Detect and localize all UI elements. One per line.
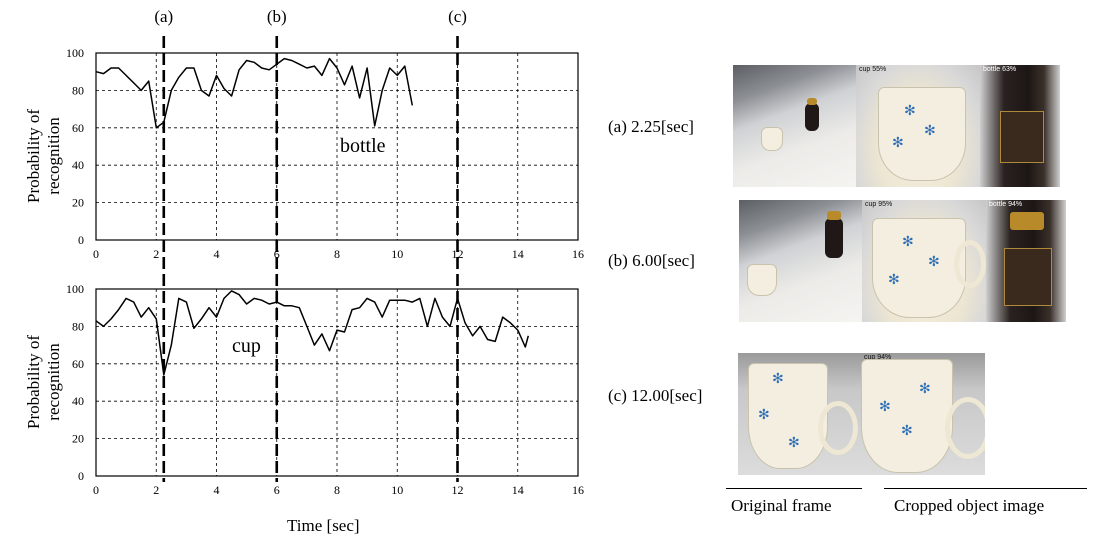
x-tick-label: 2 bbox=[153, 483, 159, 497]
x-tick-label: 0 bbox=[93, 247, 99, 261]
cropped-cup-c: cup 94% ✻ ✻ ✻ bbox=[861, 353, 985, 475]
x-tick-label: 8 bbox=[334, 247, 340, 261]
original-frame-c: ✻ ✻ ✻ bbox=[738, 353, 861, 475]
x-axis-label: Time [sec] bbox=[287, 516, 360, 535]
y-tick-label: 40 bbox=[72, 394, 84, 408]
top-chart-ylabel: Probability of recognition bbox=[24, 109, 63, 203]
original-frame-a bbox=[733, 65, 856, 187]
y-tick-label: 60 bbox=[72, 357, 84, 371]
y-tick-label: 20 bbox=[72, 432, 84, 446]
detection-tag: bottle 94% bbox=[989, 201, 1023, 208]
time-marker-label: (b) bbox=[267, 7, 287, 26]
row-label-a: (a) 2.25[sec] bbox=[608, 117, 694, 136]
x-tick-label: 8 bbox=[334, 483, 340, 497]
time-marker-label: (c) bbox=[448, 7, 467, 26]
x-tick-label: 6 bbox=[274, 247, 280, 261]
x-tick-label: 12 bbox=[452, 483, 464, 497]
x-tick-label: 10 bbox=[391, 247, 403, 261]
caption-cropped-image: Cropped object image bbox=[894, 496, 1045, 515]
x-tick-label: 14 bbox=[512, 483, 524, 497]
cropped-bottle-b: bottle 94% bbox=[986, 200, 1066, 322]
y-tick-label: 100 bbox=[66, 46, 84, 60]
y-tick-label: 0 bbox=[78, 469, 84, 483]
y-tick-label: 80 bbox=[72, 319, 84, 333]
y-tick-label: 60 bbox=[72, 121, 84, 135]
plot-frame bbox=[95, 52, 579, 241]
series-line-bottle bbox=[95, 57, 414, 129]
row-label-b: (b) 6.00[sec] bbox=[608, 251, 695, 270]
time-marker-label: (a) bbox=[154, 7, 173, 26]
plot-frame bbox=[95, 288, 579, 477]
x-tick-label: 16 bbox=[572, 483, 584, 497]
x-tick-label: 16 bbox=[572, 247, 584, 261]
y-tick-label: 100 bbox=[66, 282, 84, 296]
detection-tag: cup 94% bbox=[864, 354, 892, 361]
cropped-cup-a: cup 55% ✻ ✻ ✻ bbox=[856, 65, 980, 187]
x-tick-label: 4 bbox=[214, 247, 220, 261]
series-annotation-bottle: bottle bbox=[340, 135, 386, 157]
y-tick-label: 0 bbox=[78, 233, 84, 247]
series-annotation-cup: cup bbox=[232, 335, 261, 357]
cropped-cup-b: cup 95% ✻ ✻ ✻ bbox=[862, 200, 986, 322]
detection-tag: cup 95% bbox=[865, 201, 893, 208]
caption-rule-original bbox=[726, 488, 862, 489]
cropped-bottle-a: bottle 63% bbox=[980, 65, 1060, 187]
bottom-chart-ylabel: Probability of recognition bbox=[24, 335, 63, 429]
y-tick-label: 40 bbox=[72, 158, 84, 172]
x-tick-label: 12 bbox=[452, 247, 464, 261]
x-tick-label: 0 bbox=[93, 483, 99, 497]
x-tick-label: 10 bbox=[391, 483, 403, 497]
x-tick-label: 4 bbox=[214, 483, 220, 497]
original-frame-b bbox=[739, 200, 862, 322]
y-tick-label: 80 bbox=[72, 83, 84, 97]
series-line-cup bbox=[95, 290, 530, 376]
row-label-c: (c) 12.00[sec] bbox=[608, 386, 703, 405]
x-tick-label: 2 bbox=[153, 247, 159, 261]
detection-tag: bottle 63% bbox=[983, 66, 1017, 73]
y-tick-label: 20 bbox=[72, 196, 84, 210]
caption-rule-cropped bbox=[884, 488, 1087, 489]
caption-original-frame: Original frame bbox=[731, 496, 832, 515]
detection-tag: cup 55% bbox=[859, 66, 887, 73]
x-tick-label: 14 bbox=[512, 247, 524, 261]
x-tick-label: 6 bbox=[274, 483, 280, 497]
